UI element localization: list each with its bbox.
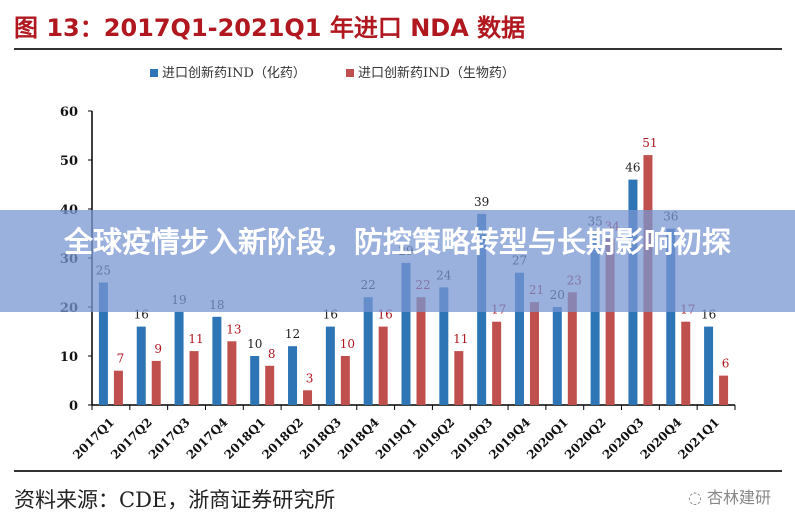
y-tick-label: 60 [60, 105, 78, 120]
bar-bio [265, 365, 275, 405]
bar-bio [113, 370, 123, 405]
data-label: 10 [247, 337, 262, 351]
bar-chem [212, 316, 222, 405]
x-tick-label: 2021Q1 [675, 415, 722, 462]
legend-label: 进口创新药IND（生物药） [357, 66, 515, 81]
data-label: 39 [474, 195, 489, 209]
y-tick-label: 10 [60, 350, 78, 365]
bar-chem [704, 326, 714, 405]
data-label: 8 [268, 347, 276, 361]
bar-chem [666, 228, 676, 405]
wechat-icon: ◌ [687, 488, 707, 507]
bar-bio [303, 390, 313, 405]
bar-chart: 01020304050602572017Q11692017Q219112017Q… [60, 105, 736, 462]
data-label: 7 [117, 352, 125, 366]
overlay-banner: 全球疫情步入新阶段，防控策略转型与长期影响初探 [0, 210, 795, 312]
bar-bio [605, 238, 615, 405]
page-title: 图 13：2017Q1-2021Q1 年进口 NDA 数据 [14, 14, 526, 42]
bar-bio [567, 292, 577, 405]
legend-swatch-red [345, 69, 354, 77]
legend-label: 进口创新药IND（化药） [162, 66, 306, 81]
legend-item-chem: 进口创新药IND（化药） [150, 62, 306, 81]
bar-bio [416, 297, 426, 405]
bar-chem [514, 272, 524, 405]
bar-chem [401, 262, 411, 405]
bar-chem [552, 307, 562, 405]
bar-chem [136, 326, 146, 405]
data-label: 11 [453, 332, 468, 346]
watermark: ◌ 杏林建研 [688, 484, 771, 508]
bar-chem [590, 233, 600, 405]
bar-chem [363, 297, 373, 405]
bar-bio [151, 360, 161, 405]
bar-chem [439, 287, 449, 405]
data-label: 6 [722, 357, 730, 371]
source-divider [14, 470, 782, 472]
data-label: 9 [154, 342, 162, 356]
legend-item-bio: 进口创新药IND（生物药） [345, 62, 515, 81]
bar-bio [529, 302, 539, 405]
data-label: 51 [642, 136, 657, 150]
bar-bio [492, 321, 502, 405]
bar-chem [250, 356, 260, 405]
bar-bio [454, 351, 464, 405]
y-tick-label: 50 [60, 154, 78, 169]
y-tick-label: 0 [69, 399, 78, 414]
legend-swatch-blue [150, 69, 158, 77]
bar-bio [719, 375, 729, 405]
source-text: 资料来源：CDE，浙商证券研究所 [14, 488, 336, 512]
data-label: 10 [340, 337, 355, 351]
data-label: 12 [285, 327, 300, 341]
data-label: 3 [306, 371, 314, 385]
bar-bio [340, 356, 350, 405]
bar-bio [227, 341, 237, 405]
bar-chem [288, 346, 298, 405]
title-divider [14, 48, 782, 50]
bar-bio [189, 351, 199, 405]
watermark-text: 杏林建研 [706, 488, 771, 507]
data-label: 13 [226, 322, 241, 336]
bar-chem [174, 311, 184, 405]
data-label: 46 [625, 161, 640, 175]
bar-bio [681, 321, 691, 405]
chart-legend: 进口创新药IND（化药） 进口创新药IND（生物药） [150, 62, 515, 81]
bar-chem [325, 326, 335, 405]
data-label: 11 [188, 332, 203, 346]
bar-chem [98, 282, 108, 405]
bar-bio [378, 326, 388, 405]
